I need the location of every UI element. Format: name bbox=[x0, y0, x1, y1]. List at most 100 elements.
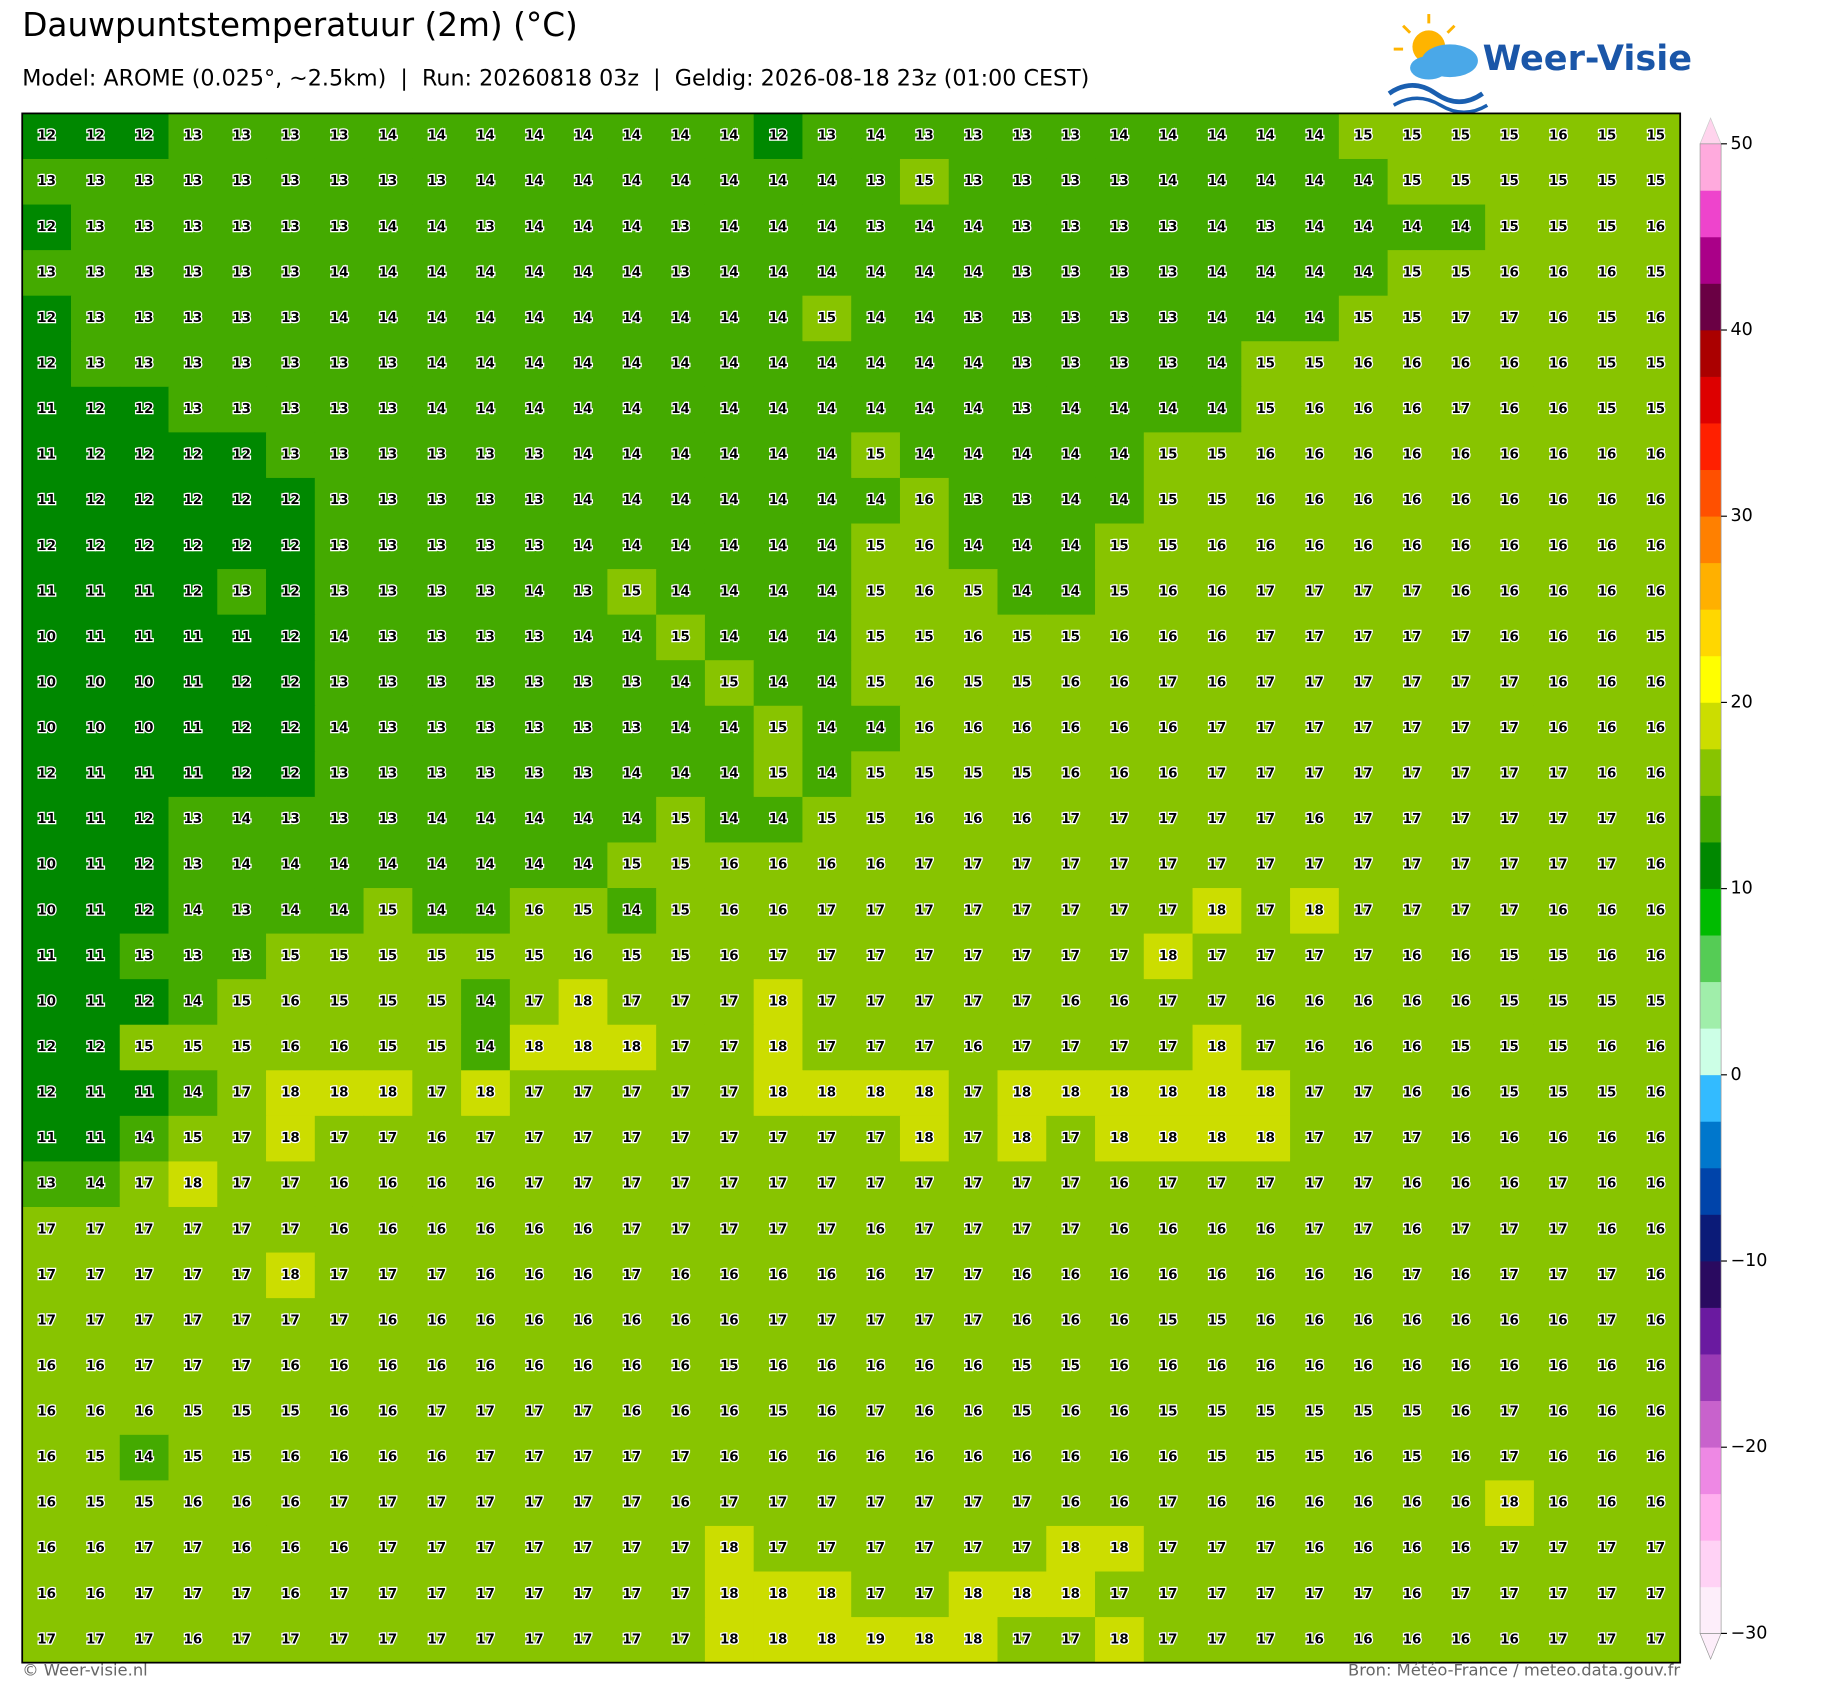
cell-label: 13 bbox=[525, 767, 544, 782]
cell-label: 17 bbox=[817, 1496, 836, 1511]
cell-label: 14 bbox=[574, 174, 593, 189]
cell-label: 16 bbox=[525, 903, 544, 918]
cell-label: 15 bbox=[866, 584, 885, 599]
cell bbox=[509, 432, 560, 479]
cell bbox=[607, 113, 657, 160]
cell-label: 17 bbox=[866, 1177, 885, 1192]
cell bbox=[1533, 250, 1584, 297]
cell-label: 14 bbox=[622, 493, 641, 508]
cell-label: 14 bbox=[330, 311, 349, 326]
cell-label: 13 bbox=[1110, 174, 1129, 189]
cell-label: 16 bbox=[476, 1177, 495, 1192]
cell bbox=[1241, 113, 1291, 160]
cell-label: 16 bbox=[1549, 1313, 1568, 1328]
cell-label: 18 bbox=[330, 1086, 349, 1101]
cell-label: 14 bbox=[817, 220, 836, 235]
cell bbox=[363, 614, 413, 661]
cell bbox=[314, 842, 365, 889]
cell-label: 13 bbox=[817, 129, 836, 144]
cell bbox=[558, 660, 608, 707]
cell-label: 17 bbox=[671, 1177, 690, 1192]
cell bbox=[1143, 842, 1194, 889]
cell-label: 16 bbox=[1500, 357, 1519, 372]
cell-label: 16 bbox=[1061, 1313, 1080, 1328]
cell bbox=[704, 477, 755, 525]
cell-label: 13 bbox=[330, 767, 349, 782]
cell-label: 14 bbox=[135, 1131, 154, 1146]
cell bbox=[363, 432, 413, 479]
cell bbox=[509, 796, 560, 844]
cell bbox=[1485, 751, 1535, 798]
colorbar-band bbox=[1700, 143, 1722, 191]
cell bbox=[1046, 158, 1096, 206]
cell-label: 17 bbox=[720, 1131, 739, 1146]
cell-label: 16 bbox=[1598, 767, 1617, 782]
colorbar-tick-label: 50 bbox=[1730, 134, 1752, 154]
cell bbox=[412, 660, 462, 707]
cell bbox=[168, 705, 218, 752]
cell bbox=[1533, 295, 1584, 342]
cell-label: 13 bbox=[964, 129, 983, 144]
cell bbox=[168, 204, 218, 251]
colorbar-band bbox=[1700, 1354, 1722, 1402]
cell bbox=[168, 113, 218, 160]
cell-label: 16 bbox=[1598, 949, 1617, 964]
cell-label: 12 bbox=[184, 584, 203, 599]
cell-label: 13 bbox=[232, 903, 251, 918]
cell-label: 16 bbox=[330, 1450, 349, 1465]
cell-label: 17 bbox=[915, 1177, 934, 1192]
cell-label: 14 bbox=[817, 675, 836, 690]
cell bbox=[314, 796, 365, 844]
cell bbox=[119, 569, 170, 616]
cell-label: 17 bbox=[1061, 1222, 1080, 1237]
cell bbox=[363, 933, 413, 980]
cell-label: 17 bbox=[1354, 1177, 1373, 1192]
cell bbox=[1192, 705, 1242, 752]
cell-label: 16 bbox=[1110, 1450, 1129, 1465]
cell-label: 14 bbox=[915, 448, 934, 463]
cell bbox=[1387, 888, 1437, 935]
cell-label: 16 bbox=[1646, 1268, 1665, 1283]
cell bbox=[168, 842, 218, 889]
cell-label: 18 bbox=[1159, 949, 1178, 964]
cell-label: 13 bbox=[135, 220, 154, 235]
cell-label: 17 bbox=[281, 1632, 300, 1647]
cell-label: 17 bbox=[1403, 675, 1422, 690]
cell-label: 17 bbox=[1354, 630, 1373, 645]
cell-label: 13 bbox=[427, 630, 446, 645]
colorbar-band bbox=[1700, 1167, 1722, 1215]
cell-label: 16 bbox=[622, 1359, 641, 1374]
cell-label: 13 bbox=[427, 721, 446, 736]
cell-label: 17 bbox=[1500, 812, 1519, 827]
cell-label: 18 bbox=[866, 1086, 885, 1101]
cell-label: 14 bbox=[1354, 174, 1373, 189]
cell-label: 15 bbox=[1598, 357, 1617, 372]
cell-label: 14 bbox=[817, 539, 836, 554]
cell-label: 18 bbox=[525, 1040, 544, 1055]
cell-label: 13 bbox=[915, 129, 934, 144]
cell bbox=[656, 751, 706, 798]
cell-label: 14 bbox=[476, 858, 495, 873]
cell bbox=[22, 523, 72, 570]
cell-label: 15 bbox=[281, 949, 300, 964]
cell-label: 15 bbox=[379, 949, 398, 964]
cell bbox=[656, 432, 706, 479]
cell bbox=[509, 113, 560, 160]
cell-label: 17 bbox=[427, 1496, 446, 1511]
cell-label: 17 bbox=[1451, 858, 1470, 873]
cell-label: 13 bbox=[866, 220, 885, 235]
cell-label: 15 bbox=[769, 721, 788, 736]
cell-label: 14 bbox=[769, 220, 788, 235]
cell bbox=[948, 250, 999, 297]
cell-label: 15 bbox=[1549, 174, 1568, 189]
cell-label: 16 bbox=[1208, 675, 1227, 690]
cell bbox=[1582, 158, 1633, 206]
cell bbox=[1631, 523, 1681, 570]
cell bbox=[607, 614, 657, 661]
cell-label: 16 bbox=[1500, 1313, 1519, 1328]
cell bbox=[1290, 250, 1340, 297]
cell-label: 17 bbox=[525, 1496, 544, 1511]
cell-label: 12 bbox=[281, 721, 300, 736]
cell bbox=[119, 614, 170, 661]
cell-label: 16 bbox=[1598, 1359, 1617, 1374]
